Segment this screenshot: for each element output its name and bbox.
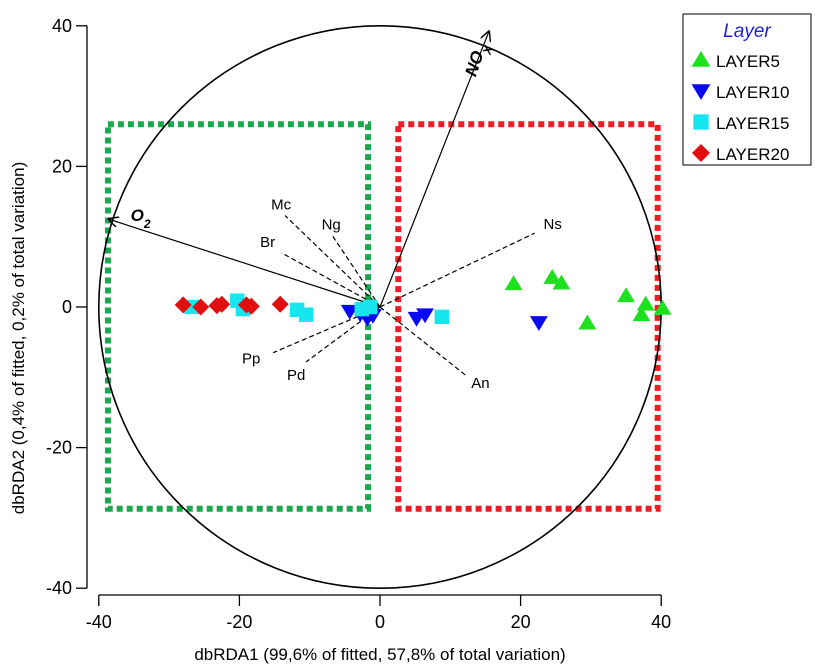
y-tick-label: 20 xyxy=(52,156,72,176)
group-box-1 xyxy=(104,121,372,512)
vector-label-br: Br xyxy=(260,234,275,251)
vector-label-o2: O2 xyxy=(131,206,151,231)
legend-title: Layer xyxy=(723,21,771,42)
point-layer10 xyxy=(529,316,548,331)
group-box-2 xyxy=(395,121,661,512)
point-layer10 xyxy=(416,308,434,324)
x-tick-label: -40 xyxy=(86,612,112,632)
vector-label-pp: Pp xyxy=(242,351,260,368)
data-points xyxy=(174,268,672,331)
y-tick-label: -40 xyxy=(46,578,72,598)
vector-nox xyxy=(379,31,489,308)
point-layer15 xyxy=(362,299,378,315)
point-layer5 xyxy=(578,314,597,330)
vector-pd xyxy=(305,306,381,363)
vector-label-ng: Ng xyxy=(322,216,341,233)
vector-label-nox: NOX xyxy=(462,40,496,81)
legend-marker-layer5 xyxy=(691,51,711,67)
point-layer5 xyxy=(636,295,655,311)
point-layer20 xyxy=(271,295,289,313)
point-layer5 xyxy=(617,287,635,303)
legend-label-layer10: LAYER10 xyxy=(716,83,789,102)
y-axis-label: dbRDA2 (0,4% of fitted, 0,2% of total va… xyxy=(9,162,28,514)
x-tick-label: 40 xyxy=(651,612,671,632)
point-layer5 xyxy=(653,299,672,315)
point-layer20 xyxy=(192,298,210,316)
vector-label-ns: Ns xyxy=(543,216,561,233)
point-layer5 xyxy=(504,275,523,291)
legend-label-layer5: LAYER5 xyxy=(716,52,780,71)
point-layer20 xyxy=(174,296,192,314)
legend-label-layer15: LAYER15 xyxy=(716,114,789,133)
vector-ns xyxy=(379,232,535,308)
legend-marker-layer20 xyxy=(692,144,710,162)
x-tick-label: 0 xyxy=(375,612,385,632)
y-tick-label: 0 xyxy=(62,297,72,317)
point-layer5 xyxy=(543,268,562,284)
vector-label-mc: Mc xyxy=(271,197,291,214)
vector-label-pd: Pd xyxy=(287,367,305,384)
x-tick-label: 20 xyxy=(511,612,531,632)
point-layer20 xyxy=(213,295,231,313)
vectors: NOX O2 Mc Ng Br Ns Pp Pd An xyxy=(109,31,562,392)
vector-br xyxy=(281,252,381,308)
vector-mc xyxy=(284,215,381,308)
vector-label-an: An xyxy=(471,375,489,392)
point-layer5 xyxy=(552,274,571,290)
vector-ng xyxy=(331,234,381,308)
vector-o2 xyxy=(109,219,381,308)
x-axis-label: dbRDA1 (99,6% of fitted, 57,8% of total … xyxy=(194,645,565,664)
point-layer15 xyxy=(298,307,314,322)
legend: Layer LAYER5 LAYER10 LAYER15 LAYER20 xyxy=(682,13,812,166)
point-layer15 xyxy=(434,309,450,325)
x-tick-label: -20 xyxy=(226,612,252,632)
point-layer5 xyxy=(632,306,651,322)
point-layer20 xyxy=(242,297,260,315)
group-boxes xyxy=(104,121,661,512)
legend-label-layer20: LAYER20 xyxy=(716,145,789,164)
vector-an xyxy=(379,306,467,377)
axes: -40 -20 0 20 40 -40 -20 0 20 40 dbRDA1 (99,6% of… xyxy=(9,16,671,664)
legend-marker-layer10 xyxy=(691,84,711,100)
y-tick-label: 40 xyxy=(52,16,72,36)
y-tick-label: -20 xyxy=(46,438,72,458)
legend-marker-layer15 xyxy=(693,114,709,130)
